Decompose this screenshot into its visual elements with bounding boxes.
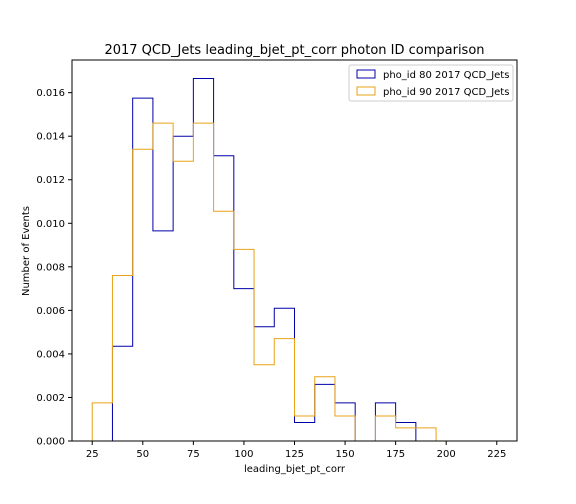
y-tick-label: 0.016: [36, 88, 65, 99]
x-tick-label: 125: [285, 449, 304, 460]
legend: pho_id 80 2017 QCD_Jets pho_id 90 2017 QC…: [348, 64, 514, 102]
series-2-histogram: [91, 122, 437, 442]
y-tick-label: 0.008: [36, 262, 65, 273]
y-axis-label: Number of Events: [21, 206, 32, 296]
y-tick-label: 0.004: [36, 349, 65, 360]
legend-label: pho_id 90 2017 QCD_Jets: [383, 87, 509, 98]
y-tick-label: 0.002: [36, 393, 65, 404]
series-1-histogram: [92, 78, 437, 442]
legend-label: pho_id 80 2017 QCD_Jets: [383, 70, 509, 81]
legend-box: [348, 64, 514, 102]
x-tick-label: 200: [437, 449, 456, 460]
x-tick-label: 25: [86, 449, 99, 460]
y-tick-label: 0.014: [36, 132, 65, 143]
x-tick-label: 50: [136, 449, 149, 460]
legend-swatch: [356, 69, 376, 79]
x-tick-label: 175: [386, 449, 405, 460]
y-tick-label: 0.000: [36, 437, 65, 448]
plot-area: 25 50 75 100 125 150 175 200 225 0.000 0.002 0.004 0…: [36, 59, 518, 460]
y-tick-label: 0.010: [36, 219, 65, 230]
x-tick-label: 225: [487, 449, 506, 460]
x-tick-label: 75: [187, 449, 200, 460]
y-tick-label: 0.012: [36, 175, 65, 186]
y-tick-label: 0.006: [36, 306, 65, 317]
x-tick-label: 100: [234, 449, 253, 460]
legend-swatch: [356, 86, 376, 96]
x-axis-label: leading_bjet_pt_corr: [244, 464, 346, 475]
x-tick-label: 150: [336, 449, 355, 460]
chart-title: 2017 QCD_Jets leading_bjet_pt_corr photo…: [104, 43, 484, 58]
